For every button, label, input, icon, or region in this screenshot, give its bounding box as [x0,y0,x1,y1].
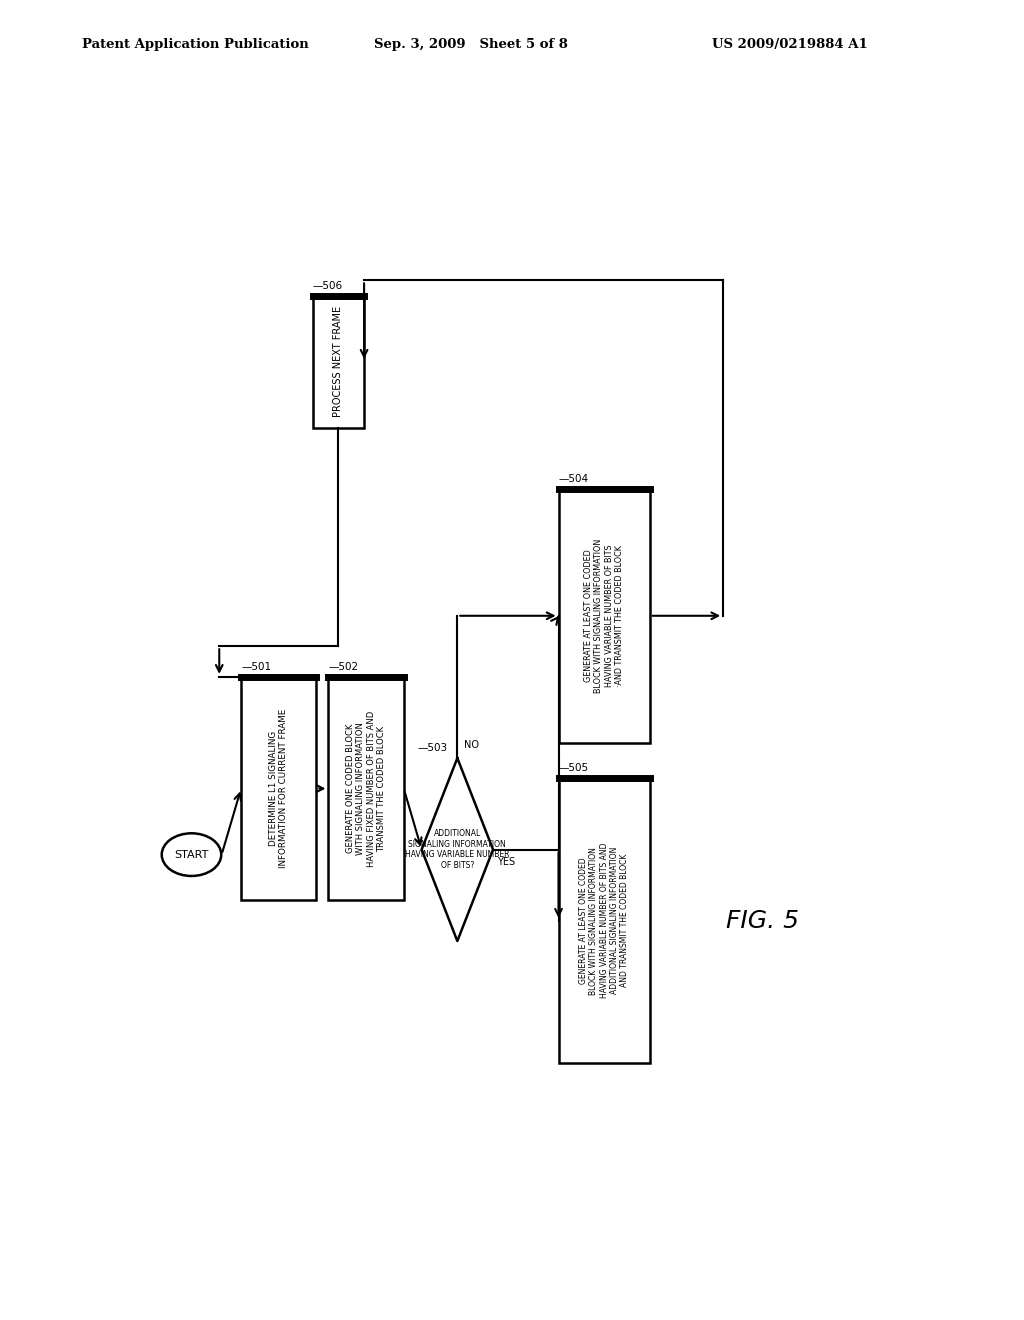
Text: PROCESS NEXT FRAME: PROCESS NEXT FRAME [333,306,343,417]
Text: DETERMINE L1 SIGNALING
INFORMATION FOR CURRENT FRAME: DETERMINE L1 SIGNALING INFORMATION FOR C… [269,709,289,869]
Text: GENERATE AT LEAST ONE CODED
BLOCK WITH SIGNALING INFORMATION
HAVING VARIABLE NUM: GENERATE AT LEAST ONE CODED BLOCK WITH S… [584,539,625,693]
Bar [329,677,403,900]
Ellipse shape [162,833,221,876]
Text: —501: —501 [241,661,271,672]
Text: Sep. 3, 2009   Sheet 5 of 8: Sep. 3, 2009 Sheet 5 of 8 [374,37,567,50]
Bar [312,296,365,428]
Text: —506: —506 [312,281,343,290]
Text: —503: —503 [418,743,447,752]
Text: ADDITIONAL
SIGNALING INFORMATION
HAVING VARIABLE NUMBER
OF BITS?: ADDITIONAL SIGNALING INFORMATION HAVING … [406,829,510,870]
Text: NO: NO [464,741,478,750]
Text: GENERATE AT LEAST ONE CODED
BLOCK WITH SIGNALING INFORMATION
HAVING VARIABLE NUM: GENERATE AT LEAST ONE CODED BLOCK WITH S… [579,843,630,998]
Text: GENERATE ONE CODED BLOCK
WITH SIGNALING INFORMATION
HAVING FIXED NUMBER OF BITS : GENERATE ONE CODED BLOCK WITH SIGNALING … [346,710,386,867]
Bar [558,779,650,1063]
Text: Patent Application Publication: Patent Application Publication [82,37,308,50]
Text: —504: —504 [558,474,589,483]
Text: —505: —505 [558,763,589,774]
Bar [558,488,650,743]
Text: START: START [174,850,209,859]
Text: —502: —502 [329,661,358,672]
Text: FIG. 5: FIG. 5 [726,908,800,933]
Bar [241,677,316,900]
Text: US 2009/0219884 A1: US 2009/0219884 A1 [712,37,867,50]
Text: YES: YES [497,857,515,867]
